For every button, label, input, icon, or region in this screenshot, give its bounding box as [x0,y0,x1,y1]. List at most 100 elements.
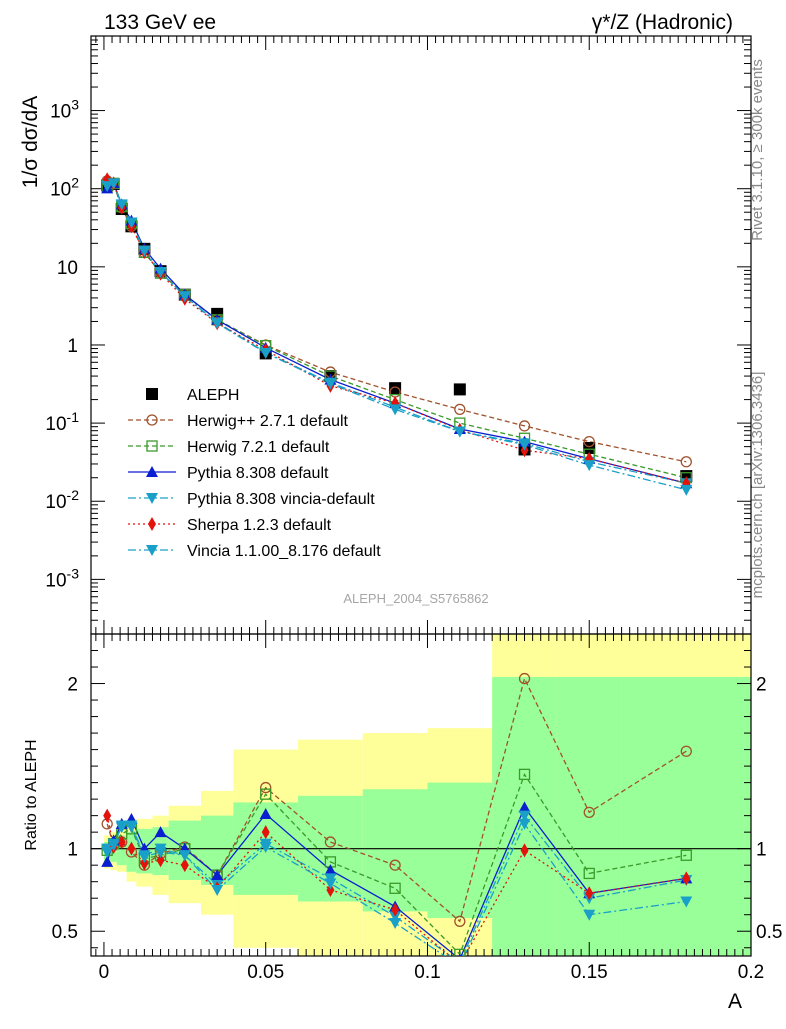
ratio-point-series-5 [259,842,272,854]
ratio-point-series-4 [520,843,529,858]
ratio-y-tick-label: 1 [67,840,78,861]
ratio-point-series-5 [583,909,596,921]
legend: ALEPH Herwig++ 2.7.1 default Herwig 7.2.1 … [128,387,381,560]
ratio-point-series-0 [518,672,531,685]
ratio-point-series-2 [211,869,224,881]
ratio-line-4 [106,815,687,956]
legend-symbol [128,545,176,556]
ratio-point-series-3 [389,911,402,923]
ratio-point-series-5 [115,820,128,832]
main-y-ticks [91,35,751,635]
x-tick-label: 0.1 [414,962,440,983]
data-point-series-6 [178,291,191,303]
main-y-axis-label: 1/σ dσ/dA [19,96,42,188]
ratio-point-series-0 [454,915,466,927]
legend-marker [146,414,158,426]
ratio-y-tick-label-right: 2 [756,675,767,696]
ratio-point-series-4 [261,825,270,840]
legend-marker [146,388,158,400]
ratio-y-tick-label-right: 0.5 [756,922,782,943]
ratio-point-series-5 [518,818,531,830]
ratio-point-series-5 [324,878,337,890]
data-point-series-6 [389,404,402,416]
data-point-series-6 [680,484,693,496]
green-band-segment [116,835,127,866]
analysis-id-label: ALEPH_2004_S5765862 [343,591,488,606]
data-point-series-1 [680,456,692,468]
y-tick-label: 10 [57,258,78,279]
main-series [101,172,693,496]
x-tick-label: 0.05 [247,962,284,983]
legend-symbol [128,414,176,426]
ratio-point-series-3 [518,810,531,822]
data-point-series-6 [518,439,531,451]
series-line-5 [106,178,687,484]
legend-symbol [128,466,176,477]
green-band-segment [427,782,493,919]
green-band-segment [556,676,622,956]
legend-symbol [128,493,176,504]
ratio-point-series-5 [125,822,138,834]
ratio-point-series-4 [682,871,691,886]
green-band-segment [362,789,428,912]
legend-marker [146,440,158,452]
ratio-point-series-4 [180,858,189,873]
green-band-segment [621,676,751,956]
mcplots-site-label: mcplots.cern.ch [arXiv:1306.3436] [749,372,766,599]
x-tick-label: 0.15 [571,962,608,983]
ratio-series [101,672,693,972]
header-right-label: γ*/Z (Hadronic) [592,11,733,34]
ratio-y-axis-label: Ratio to ALEPH [23,739,40,850]
legend-marker [146,493,158,504]
legend-symbol [146,388,158,400]
ratio-point-series-2 [259,807,272,819]
series-line-2 [106,182,687,479]
ratio-point-series-4 [156,853,165,868]
legend-label: Herwig++ 2.7.1 default [187,413,349,430]
data-point-series-1 [518,420,531,432]
data-point-series-0 [453,383,466,396]
y-tick-label: 102 [50,175,79,201]
data-point-series-6 [453,426,466,438]
data-point-series-6 [125,217,138,229]
ratio-point-series-5 [107,840,120,852]
y-tick-label: 10-2 [45,487,79,513]
ratio-y-tick-label-right: 1 [756,840,767,861]
data-point-series-6 [115,199,128,211]
x-tick-label: 0.2 [738,962,764,983]
ratio-point-series-2 [458,953,462,956]
ratio-point-series-5 [454,961,466,972]
ratio-frame [90,633,752,957]
y-tick-label: 103 [50,97,79,123]
data-point-series-6 [324,378,337,390]
ratio-point-series-2 [101,855,114,867]
ratio-point-series-0 [324,836,337,848]
legend-marker [146,466,158,477]
data-point-series-6 [259,347,272,359]
x-tick-label: 0 [99,962,110,983]
ratio-point-series-1 [260,788,272,800]
data-point-series-6 [101,181,114,193]
ratio-point-series-4 [391,902,400,917]
ratio-point-series-4 [140,856,149,871]
legend-symbol [128,517,176,531]
data-point-series-6 [211,318,224,330]
ratio-point-series-2 [154,826,167,838]
ratio-point-series-4 [585,886,594,901]
rivet-version-label: Rivet 3.1.10, ≥ 300k events [749,59,766,241]
data-point-series-0 [389,382,402,395]
x-axis-label: A [728,990,742,1013]
ratio-point-series-5 [101,846,114,858]
legend-label: Herwig 7.2.1 default [187,439,330,456]
ratio-point-series-4 [456,957,464,971]
ratio-point-series-4 [117,835,126,850]
ratio-point-series-0 [389,859,401,871]
ratio-point-series-2 [518,801,531,813]
x-ticks [95,36,752,956]
header-left-label: 133 GeV ee [104,11,216,34]
ratio-point-series-0 [680,745,692,757]
legend-marker [146,545,158,556]
ratio-point-series-5 [138,851,151,863]
